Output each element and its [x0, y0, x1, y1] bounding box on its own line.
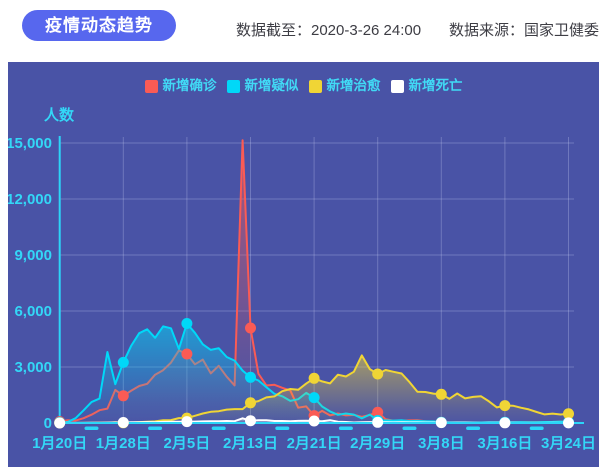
legend-swatch-new-suspected: [226, 79, 240, 93]
marker-new-deaths[interactable]: [245, 415, 256, 427]
x-axis-tick-label: 2月5日: [164, 435, 211, 452]
marker-new-deaths[interactable]: [117, 417, 129, 428]
marker-new-suspected[interactable]: [117, 356, 129, 368]
y-axis-tick-label: 6,000: [14, 303, 52, 320]
legend-item-new-confirmed[interactable]: 新增确诊: [144, 78, 217, 93]
axis-interval-dash: [148, 426, 163, 430]
x-axis-tick-label: 2月13日: [223, 435, 278, 452]
series-area-new-cured: [59, 355, 569, 423]
y-axis-tick-label: 0: [44, 415, 52, 432]
legend-item-new-suspected[interactable]: 新增疑似: [226, 78, 299, 93]
marker-new-deaths[interactable]: [54, 417, 66, 429]
axis-interval-dash: [211, 426, 226, 430]
axis-interval-dash: [84, 426, 99, 430]
marker-new-cured[interactable]: [563, 408, 574, 420]
marker-new-deaths[interactable]: [308, 415, 320, 427]
legend-item-new-cured[interactable]: 新增治愈: [308, 78, 381, 93]
marker-new-cured[interactable]: [308, 372, 320, 384]
marker-new-confirmed[interactable]: [181, 348, 193, 360]
data-cutoff-label: 数据截至：2020-3-26 24:00: [236, 22, 422, 39]
legend-label-new-suspected: 新增疑似: [244, 78, 299, 93]
x-axis-tick-label: 2月21日: [287, 435, 342, 452]
x-axis-tick-label: 1月28日: [96, 435, 151, 452]
legend-label-new-cured: 新增治愈: [326, 78, 381, 93]
marker-new-deaths[interactable]: [499, 417, 511, 429]
marker-new-deaths[interactable]: [435, 417, 447, 429]
chart-panel: 新增确诊 新增疑似 新增治愈 新增死亡 0 3,000 6,000 9,000 12,000 1…: [8, 62, 599, 467]
marker-new-confirmed[interactable]: [245, 322, 256, 334]
legend-label-new-deaths: 新增死亡: [408, 78, 463, 93]
chart-canvas[interactable]: 0 3,000 6,000 9,000 12,000 15,000 人数 1月20日 1月28日…: [8, 62, 599, 467]
series-area-new-suspected: [59, 323, 569, 423]
axis-interval-dash: [275, 426, 290, 430]
x-axis-tick-label: 3月8日: [418, 435, 465, 452]
legend-item-new-deaths[interactable]: 新增死亡: [390, 78, 463, 93]
y-axis-title: 人数: [44, 106, 75, 124]
y-axis-tick-label: 15,000: [8, 135, 52, 152]
marker-new-suspected[interactable]: [308, 392, 320, 404]
marker-new-suspected[interactable]: [245, 371, 256, 383]
axis-interval-dash: [402, 426, 417, 430]
y-axis-tick-label: 9,000: [14, 247, 52, 264]
x-axis-tick-label: 3月24日: [541, 435, 596, 452]
x-axis-tick-label: 1月20日: [32, 435, 87, 452]
page-title[interactable]: 疫情动态趋势: [22, 10, 176, 41]
legend-swatch-new-deaths: [390, 79, 404, 93]
marker-new-deaths[interactable]: [563, 417, 574, 429]
chart-legend: 新增确诊 新增疑似 新增治愈 新增死亡: [8, 79, 599, 93]
marker-new-deaths[interactable]: [181, 416, 193, 428]
legend-swatch-new-confirmed: [144, 79, 158, 93]
data-source-label: 数据来源：国家卫健委: [449, 22, 600, 39]
legend-label-new-confirmed: 新增确诊: [162, 78, 217, 93]
y-axis-tick-label: 12,000: [8, 191, 52, 208]
axis-interval-dash: [529, 426, 544, 430]
axis-interval-dash: [466, 426, 481, 430]
legend-swatch-new-cured: [308, 79, 322, 93]
axis-interval-dash: [338, 426, 353, 430]
marker-new-confirmed[interactable]: [117, 390, 129, 402]
marker-new-deaths[interactable]: [372, 416, 384, 428]
marker-new-confirmed[interactable]: [372, 406, 384, 418]
marker-new-cured[interactable]: [435, 388, 447, 400]
marker-new-cured[interactable]: [245, 397, 256, 409]
marker-new-cured[interactable]: [372, 368, 384, 380]
marker-new-cured[interactable]: [499, 400, 511, 412]
y-axis-tick-label: 3,000: [14, 359, 52, 376]
x-axis-tick-label: 2月29日: [350, 435, 405, 452]
marker-new-suspected[interactable]: [181, 318, 193, 329]
x-axis-tick-label: 3月16日: [477, 435, 532, 452]
